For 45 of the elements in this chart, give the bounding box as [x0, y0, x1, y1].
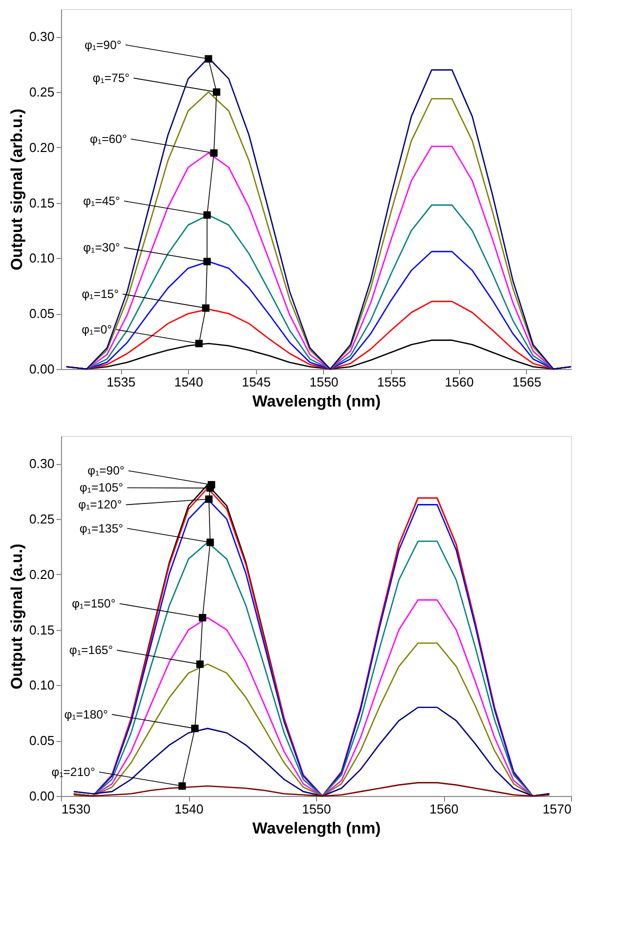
annotation: φ₁=135° [80, 521, 124, 536]
y-tick-label: 0.15 [29, 195, 54, 210]
y-axis-title: Output signal (a.u.) [9, 544, 26, 690]
annotation: φ₁=120° [78, 498, 122, 512]
x-tick-label: 1555 [377, 374, 406, 390]
y-axis-title: Output signal (arb.u.) [9, 108, 26, 270]
x-tick-label: 1535 [106, 374, 136, 390]
x-axis-title: Wavelength (nm) [252, 820, 381, 838]
x-tick-label: 1560 [444, 374, 474, 390]
x-axis-title: Wavelength (nm) [252, 394, 381, 410]
annotation: φ₁=150° [72, 596, 116, 611]
annotation: φ₁=105° [80, 480, 124, 495]
annotation: φ₁=45° [83, 194, 120, 208]
x-tick-label: 1540 [174, 802, 204, 816]
annotation: φ₁=165° [69, 643, 114, 658]
annotation: φ₁=15° [82, 287, 119, 302]
x-tick-label: 1540 [174, 374, 204, 390]
y-tick-label: 0.05 [29, 306, 54, 322]
y-tick-label: 0.10 [29, 250, 54, 266]
y-tick-label: 0.25 [29, 512, 54, 527]
x-tick-label: 1570 [542, 802, 572, 816]
x-tick-label: 1550 [309, 374, 338, 390]
annotation: φ₁=180° [64, 707, 108, 722]
y-tick-label: 0.20 [29, 566, 54, 582]
annotation: φ₁=210° [51, 765, 96, 780]
y-tick-label: 0.25 [29, 84, 54, 100]
x-tick-label: 1545 [242, 374, 271, 390]
y-tick-label: 0.30 [29, 456, 54, 472]
annotation: φ₁=30° [83, 240, 120, 255]
x-tick-label: 1530 [62, 802, 90, 816]
x-tick-label: 1550 [302, 802, 331, 816]
y-tick-label: 0.10 [29, 678, 54, 693]
y-tick-label: 0.00 [29, 788, 54, 804]
y-tick-label: 0.20 [29, 140, 54, 155]
x-tick-label: 1565 [512, 374, 542, 390]
annotation: φ₁=90° [84, 38, 122, 52]
annotation: φ₁=75° [92, 71, 130, 86]
annotation: φ₁=90° [87, 464, 125, 478]
annotation: φ₁=60° [90, 132, 128, 146]
y-tick-label: 0.15 [29, 622, 54, 638]
y-tick-label: 0.30 [29, 29, 54, 44]
y-tick-label: 0.05 [29, 733, 54, 748]
y-tick-label: 0.00 [29, 362, 54, 376]
x-tick-label: 1560 [430, 802, 458, 816]
annotation: φ₁=0° [82, 322, 112, 337]
